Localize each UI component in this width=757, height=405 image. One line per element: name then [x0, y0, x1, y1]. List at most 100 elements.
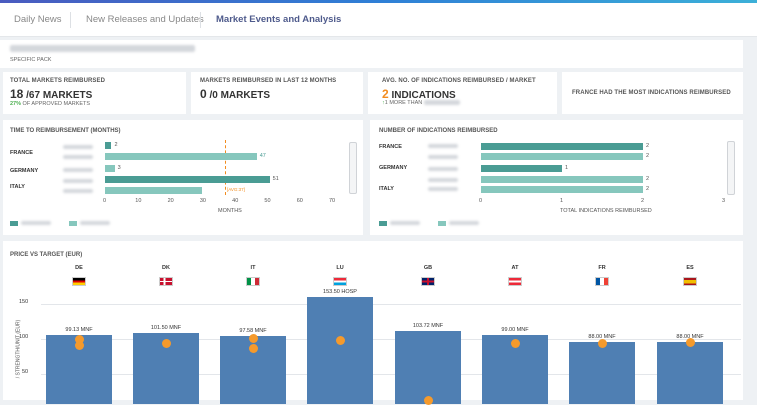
price-bar — [657, 342, 723, 404]
kpi-title: TOTAL MARKETS REIMBURSED — [10, 78, 106, 84]
country-code: LU — [336, 265, 344, 271]
flag-fr-icon — [595, 277, 609, 286]
price-label: 97.58 MNF — [239, 327, 267, 334]
redacted-product-name — [10, 45, 195, 52]
legend-swatch — [438, 221, 446, 226]
average-reference-label: [AVG:37] — [227, 187, 245, 192]
time-bar — [105, 153, 257, 160]
kpi-most-indications: FRANCE HAD THE MOST INDICATIONS REIMBURS… — [562, 72, 743, 114]
flag-es-icon — [683, 277, 697, 286]
country-code: AT — [511, 265, 519, 271]
price-label: 99.00 MNF — [501, 326, 529, 333]
time-bar-label: 2 — [114, 142, 118, 148]
indication-bar — [481, 186, 643, 193]
time-bar-label: 47 — [259, 153, 266, 159]
chart-title: NUMBER OF INDICATIONS REIMBURSED — [379, 128, 498, 134]
country-code: FR — [598, 265, 606, 271]
x-tick: 3 — [722, 198, 726, 204]
time-bar-label: 3 — [117, 165, 121, 171]
price-label: 153.50 HOSP — [323, 288, 357, 295]
y-tick: 150 — [19, 299, 29, 305]
y-axis-title: / STRENGTH/UNIT (EUR) — [15, 319, 22, 379]
kpi-value: 2 INDICATIONS — [382, 87, 456, 101]
x-tick: 10 — [135, 198, 142, 204]
price-label: 103.72 MNF — [412, 323, 444, 330]
tab-daily-news[interactable]: Daily News — [14, 14, 62, 25]
country-code: IT — [250, 265, 256, 271]
chart-scrollbar[interactable] — [349, 142, 357, 194]
price-bar — [395, 331, 461, 404]
arrow-up-icon: ↑ — [382, 100, 385, 106]
x-tick: 0 — [103, 198, 107, 204]
indication-bar-label: 2 — [646, 176, 650, 182]
country-label: ITALY — [379, 186, 394, 192]
indication-bar-label: 2 — [646, 186, 650, 192]
price-label: 88.00 MNF — [588, 334, 616, 341]
kpi-total-markets: TOTAL MARKETS REIMBURSED 18 /67 MARKETS … — [3, 72, 186, 114]
x-tick: 2 — [641, 198, 645, 204]
target-point — [248, 344, 258, 354]
flag-de-icon — [72, 277, 86, 286]
flag-lu-icon — [333, 277, 347, 286]
gridline — [41, 304, 741, 305]
x-tick: 20 — [167, 198, 174, 204]
indication-bar — [481, 143, 643, 150]
country-code: GB — [423, 265, 433, 271]
price-bar — [307, 296, 373, 404]
flag-it-icon — [246, 277, 260, 286]
country-label: ITALY — [10, 184, 25, 190]
time-bar — [105, 176, 270, 183]
kpi-markets-12m: MARKETS REIMBURSED IN LAST 12 MONTHS 0 /… — [191, 72, 363, 114]
indication-bar-label: 2 — [646, 143, 650, 149]
x-axis-title: TOTAL INDICATIONS REIMBURSED — [560, 208, 652, 214]
kpi-subtext: 27% OF APPROVED MARKETS — [10, 101, 91, 107]
country-label: GERMANY — [10, 168, 39, 174]
tab-bar: Daily News New Releases and Updates Mark… — [0, 3, 757, 37]
tab-divider — [70, 12, 71, 28]
legend-swatch — [379, 221, 387, 226]
tab-divider — [200, 12, 201, 28]
kpi-title: FRANCE HAD THE MOST INDICATIONS REIMBURS… — [572, 90, 731, 96]
flag-at-icon — [508, 277, 522, 286]
country-code: DK — [162, 265, 170, 271]
indication-bar-label: 1 — [565, 165, 569, 171]
tab-market-events[interactable]: Market Events and Analysis — [216, 14, 342, 25]
kpi-subtext: ↑1 MORE THAN — [382, 100, 460, 106]
x-tick: 40 — [232, 198, 239, 204]
country-code: DE — [75, 265, 83, 271]
pack-subtitle: SPECIFIC PACK — [10, 57, 52, 63]
y-tick: 50 — [22, 369, 29, 375]
y-tick: 100 — [19, 334, 29, 340]
time-bar — [105, 142, 112, 149]
price-label: 99.13 MNF — [65, 326, 93, 333]
indication-bar-label: 2 — [646, 153, 650, 159]
time-bar-label: 51 — [272, 176, 279, 182]
chart-title: PRICE VS TARGET (EUR) — [10, 252, 83, 258]
kpi-title: AVG. NO. OF INDICATIONS REIMBURSED / MAR… — [382, 78, 536, 84]
target-point — [685, 337, 695, 347]
tab-new-releases[interactable]: New Releases and Updates — [86, 14, 204, 25]
chart-scrollbar[interactable] — [727, 141, 735, 195]
price-bar — [569, 342, 635, 404]
target-point — [335, 335, 345, 345]
top-accent-stripe — [0, 0, 757, 3]
chart-title: TIME TO REIMBURSEMENT (MONTHS) — [10, 128, 121, 134]
time-bar — [105, 187, 202, 194]
kpi-value: 0 /0 MARKETS — [200, 87, 271, 101]
target-point — [74, 335, 84, 345]
x-tick: 30 — [199, 198, 206, 204]
product-header: SPECIFIC PACK — [0, 40, 743, 68]
time-to-reimbursement-card: TIME TO REIMBURSEMENT (MONTHS) FRANCE GE… — [3, 120, 363, 235]
indication-bar — [481, 153, 643, 160]
legend-swatch — [69, 221, 77, 226]
kpi-title: MARKETS REIMBURSED IN LAST 12 MONTHS — [200, 78, 337, 84]
country-label: FRANCE — [379, 144, 402, 150]
indications-card: NUMBER OF INDICATIONS REIMBURSED FRANCE … — [370, 120, 743, 235]
x-tick: 0 — [479, 198, 483, 204]
target-point — [248, 333, 258, 343]
flag-gb-icon — [421, 277, 435, 286]
indication-bar — [481, 165, 562, 172]
legend-swatch — [10, 221, 18, 226]
target-point — [510, 338, 520, 348]
time-bar — [105, 165, 115, 172]
